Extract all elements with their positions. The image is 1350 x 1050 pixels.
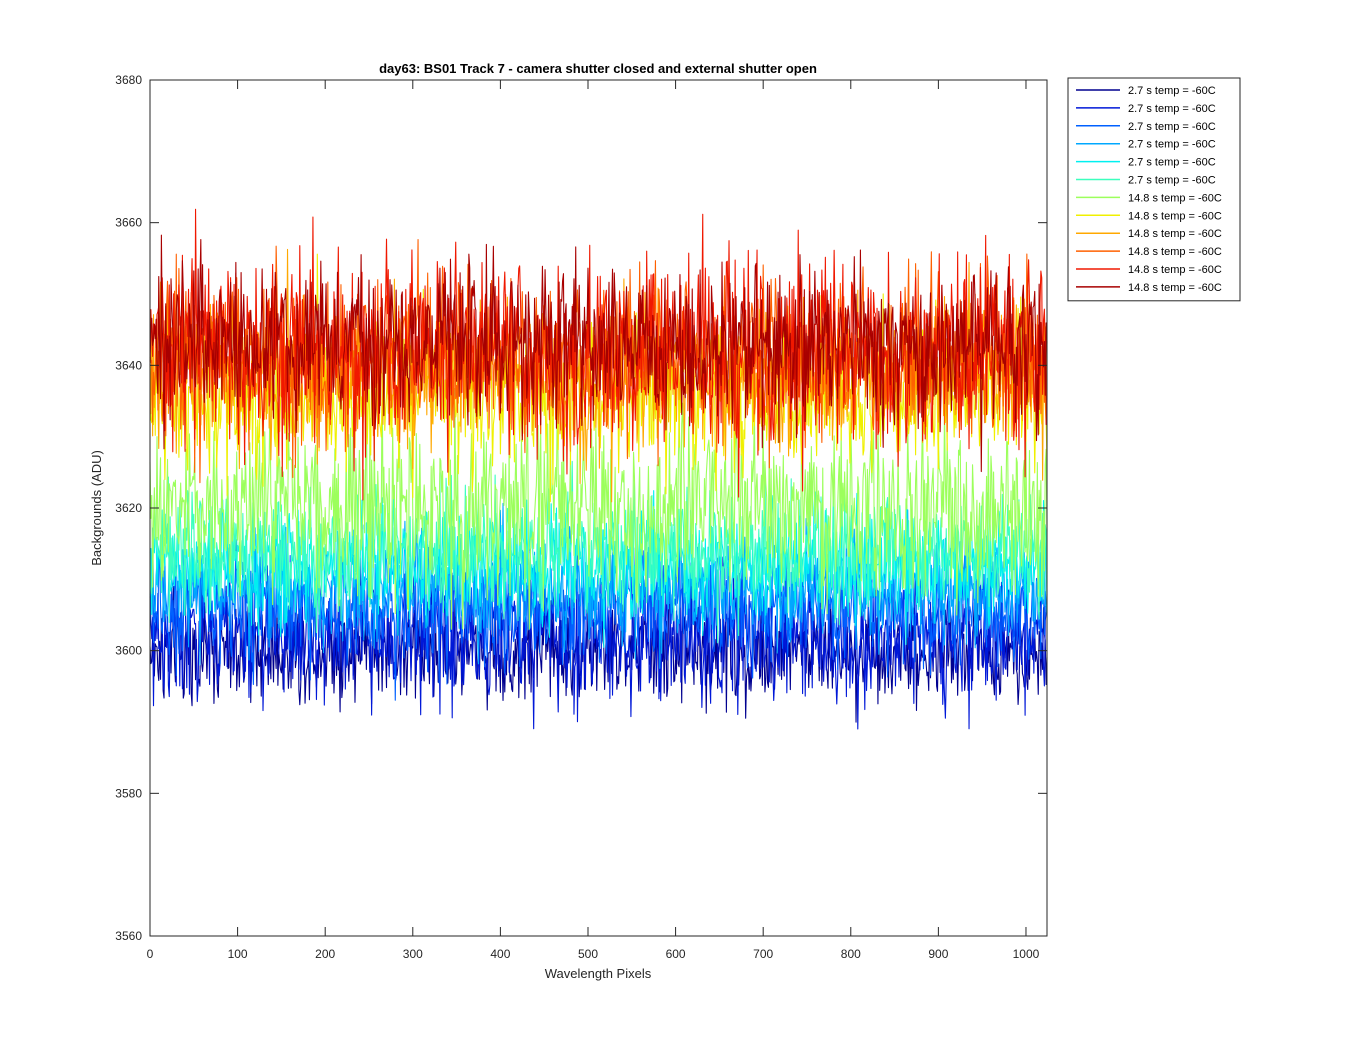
x-axis: 0 100 200 300 400 500 600 700 800 900 1000 [147,80,1040,961]
series-line-12 [149,234,1048,473]
legend-label: 14.8 s temp = -60C [1128,228,1222,240]
x-tick-label: 900 [928,947,948,961]
legend-box [1067,77,1241,302]
x-tick-label: 100 [228,947,248,961]
x-axis-label: Wavelength Pixels [545,966,652,981]
legend[interactable]: 2.7 s temp = -60C 2.7 s temp = -60C 2.7 s … [1067,77,1241,302]
legend-label: 14.8 s temp = -60C [1128,192,1222,204]
y-tick-label: 3600 [115,644,142,658]
y-tick-label: 3640 [115,358,142,372]
plot-area [149,208,1048,730]
legend-label: 14.8 s temp = -60C [1128,282,1222,294]
x-tick-label: 500 [578,947,598,961]
x-tick-label: 300 [403,947,423,961]
chart-title: day63: BS01 Track 7 - camera shutter clo… [379,61,817,76]
y-tick-label: 3660 [115,216,142,230]
legend-label: 2.7 s temp = -60C [1128,175,1216,187]
y-tick-label: 3680 [115,73,142,87]
x-tick-label: 1000 [1013,947,1040,961]
legend-label: 14.8 s temp = -60C [1128,246,1222,258]
legend-label: 14.8 s temp = -60C [1128,264,1222,276]
x-tick-label: 400 [490,947,510,961]
y-axis-label: Backgrounds (ADU) [89,450,104,566]
x-tick-label: 700 [753,947,773,961]
legend-label: 2.7 s temp = -60C [1128,157,1216,169]
x-tick-label: 0 [147,947,154,961]
x-tick-label: 200 [315,947,335,961]
legend-label: 2.7 s temp = -60C [1128,121,1216,133]
y-tick-label: 3560 [115,929,142,943]
legend-label: 14.8 s temp = -60C [1128,210,1222,222]
legend-label: 2.7 s temp = -60C [1128,139,1216,151]
series-line-6 [149,460,1048,644]
y-axis: 3560 3580 3600 3620 3640 3660 3680 [115,73,1047,943]
y-tick-label: 3580 [115,786,142,800]
legend-label: 2.7 s temp = -60C [1128,103,1216,115]
series-line-7 [149,372,1048,630]
x-tick-label: 800 [841,947,861,961]
x-tick-label: 600 [666,947,686,961]
y-tick-label: 3620 [115,501,142,515]
legend-label: 2.7 s temp = -60C [1128,85,1216,97]
